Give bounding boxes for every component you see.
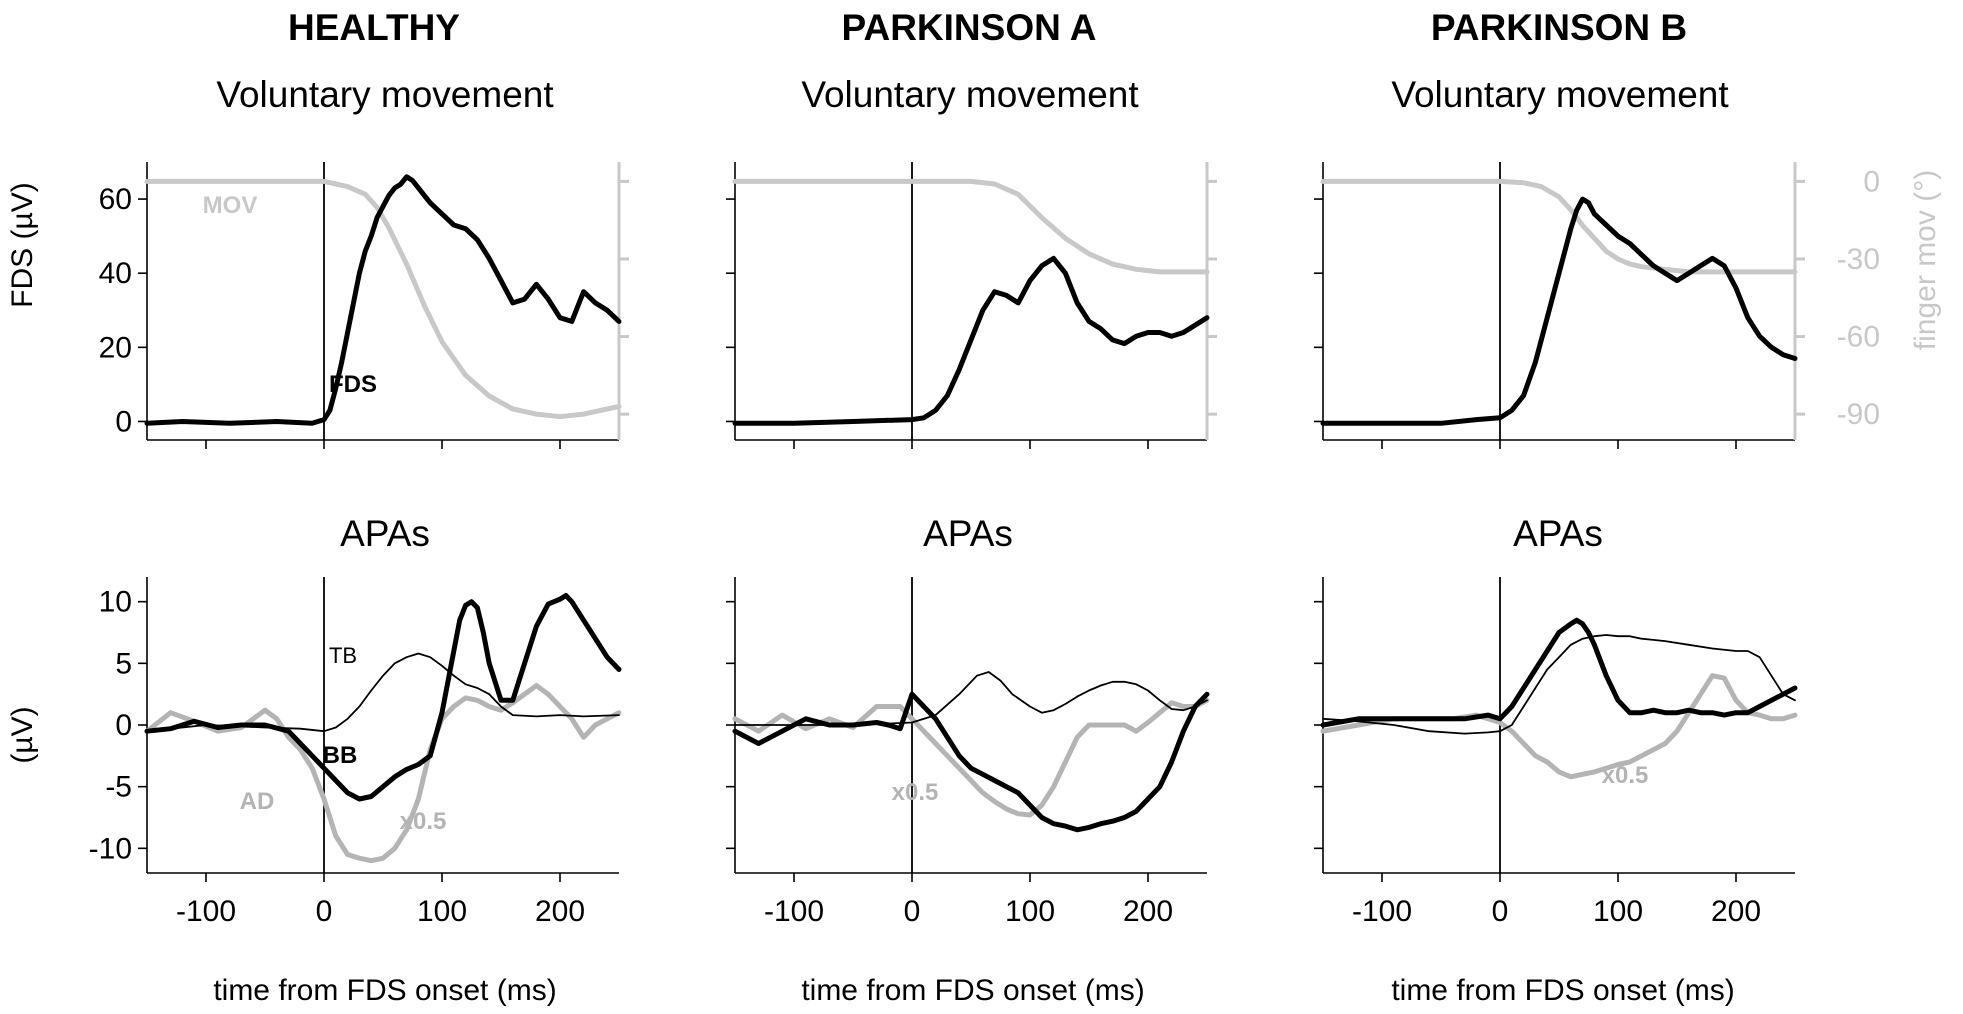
x-axis-label-parkinson-a: time from FDS onset (ms): [801, 974, 1144, 1007]
x-tick-label: 100: [1005, 895, 1055, 928]
x-tick-label: 200: [1711, 895, 1761, 928]
series-mov: [732, 178, 1210, 275]
series-fds: [144, 174, 622, 426]
column-title-parkinson-b: PARKINSON B: [1431, 7, 1687, 48]
scale-label-ad: x0.5: [400, 808, 447, 835]
series-fds: [1320, 196, 1798, 426]
top-subtitle-healthy: Voluntary movement: [216, 74, 554, 115]
x-axis-label-healthy: time from FDS onset (ms): [213, 974, 556, 1007]
y-tick-label: -10: [89, 832, 132, 865]
panel-parkinson-b-voluntary: 0 -30 -60 -90: [1314, 162, 1880, 449]
x-axis-label-parkinson-b: time from FDS onset (ms): [1391, 974, 1734, 1007]
series-fds: [732, 255, 1210, 426]
plots: 0 20 40 60 FDS MOV 0 -30 -60 -90 -10 -5 0 5 10 -100 0 100…: [89, 162, 1880, 928]
bottom-subtitle-healthy: APAs: [340, 513, 430, 554]
series-bb: [144, 593, 622, 802]
series-mov: [1320, 178, 1798, 275]
x-tick-label: 0: [904, 895, 921, 928]
series-tb: [146, 652, 620, 733]
scale-label-ad: x0.5: [892, 779, 939, 806]
x-tick-label: 0: [1492, 895, 1509, 928]
series-bb: [732, 691, 1210, 833]
series-ad: [144, 683, 622, 864]
top-subtitle-parkinson-a: Voluntary movement: [801, 74, 1139, 115]
top-subtitle-parkinson-b: Voluntary movement: [1391, 74, 1729, 115]
bottom-subtitle-parkinson-b: APAs: [1513, 513, 1603, 554]
column-title-parkinson-a: PARKINSON A: [842, 7, 1097, 48]
bottom-y-axis-label: (µV): [6, 706, 39, 763]
right-y-axis-label: finger mov (°): [1909, 170, 1942, 350]
label-tb: TB: [329, 643, 357, 668]
panel-parkinson-b-apas: -100 0 100 200 x0.5: [1314, 577, 1798, 928]
panel-parkinson-a-voluntary: [726, 162, 1217, 449]
right-y-tick-label: -90: [1837, 398, 1880, 431]
x-tick-label: -100: [176, 895, 236, 928]
x-tick-label: 100: [417, 895, 467, 928]
x-tick-label: 200: [535, 895, 585, 928]
column-title-healthy: HEALTHY: [288, 7, 460, 48]
label-fds: FDS: [329, 371, 377, 398]
x-tick-label: -100: [764, 895, 824, 928]
x-tick-label: -100: [1352, 895, 1412, 928]
x-tick-label: 0: [316, 895, 333, 928]
x-tick-label: 100: [1593, 895, 1643, 928]
x-tick-label: 200: [1123, 895, 1173, 928]
series-bb: [1320, 617, 1798, 728]
y-tick-label: 20: [99, 331, 132, 364]
label-bb: BB: [323, 742, 358, 769]
y-tick-label: 0: [115, 709, 132, 742]
y-tick-label: 5: [115, 647, 132, 680]
label-ad: AD: [240, 788, 275, 815]
right-y-tick-label: -30: [1837, 243, 1880, 276]
label-mov: MOV: [203, 192, 258, 219]
y-tick-label: -5: [105, 771, 132, 804]
right-y-tick-label: -60: [1837, 321, 1880, 354]
y-tick-label: 0: [115, 405, 132, 438]
scale-label-ad: x0.5: [1602, 762, 1649, 789]
y-tick-label: 40: [99, 257, 132, 290]
bottom-subtitle-parkinson-a: APAs: [923, 513, 1013, 554]
y-tick-label: 60: [99, 183, 132, 216]
panel-healthy-voluntary: 0 20 40 60 FDS MOV: [99, 162, 629, 449]
series-ad: [1320, 673, 1798, 780]
right-y-tick-label: 0: [1863, 165, 1880, 198]
panel-parkinson-a-apas: -100 0 100 200 x0.5: [726, 577, 1210, 928]
panel-healthy-apas: -10 -5 0 5 10 -100 0 100 200 BB TB AD x0.5: [89, 577, 622, 928]
y-tick-label: 10: [99, 586, 132, 619]
series-ad: [732, 697, 1210, 818]
top-y-axis-label: FDS (µV): [6, 182, 39, 308]
series-tb: [734, 671, 1208, 726]
series-mov: [144, 178, 622, 420]
